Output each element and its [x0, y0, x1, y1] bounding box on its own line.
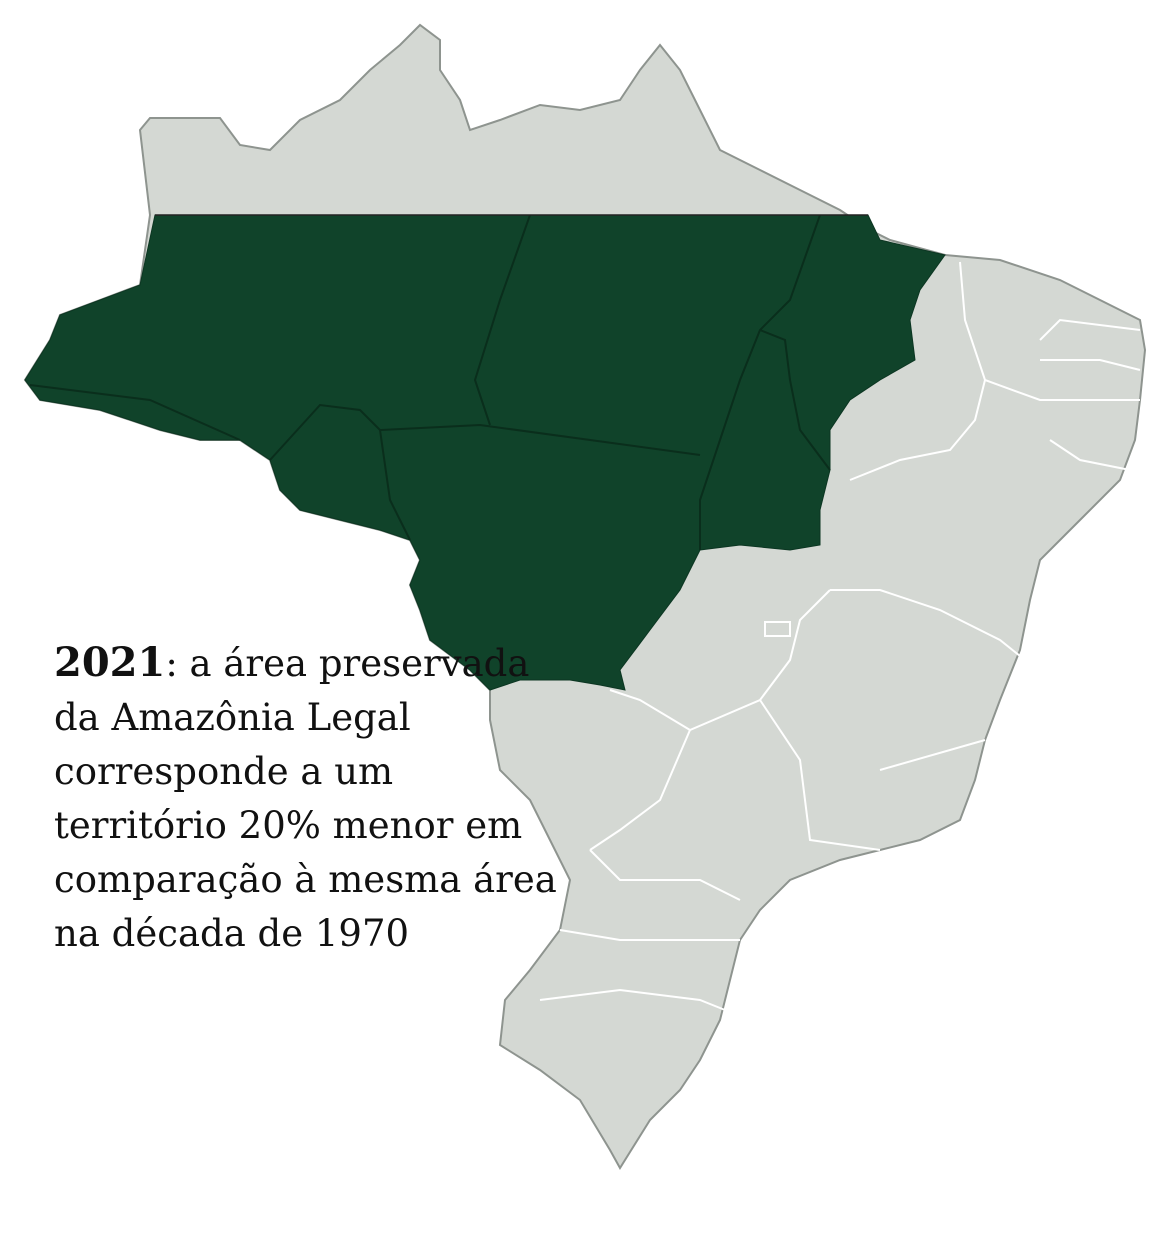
caption-text: : a área preservada da Amazônia Legal co…: [54, 642, 557, 955]
amazon-state-borders: [29, 214, 831, 550]
caption: 2021: a área preservada da Amazônia Lega…: [54, 636, 574, 961]
caption-year: 2021: [54, 639, 166, 686]
state-borders: [539, 261, 1141, 1011]
amazonia-legal-region: [24, 214, 946, 691]
